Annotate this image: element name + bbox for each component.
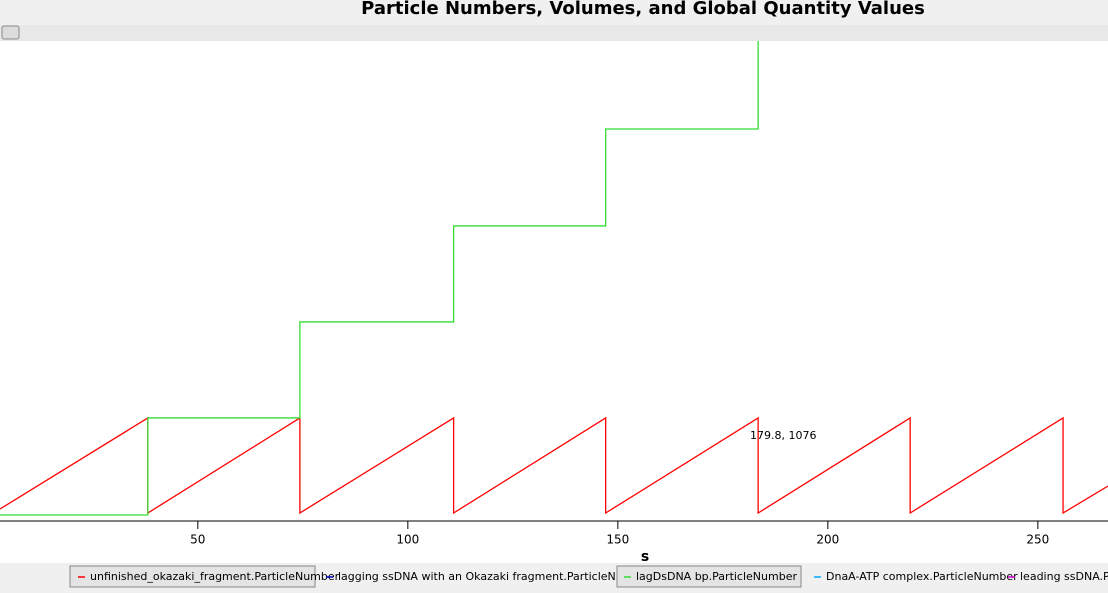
x-tick-label: 100 bbox=[396, 533, 419, 547]
data-line bbox=[0, 416, 1108, 515]
x-tick-label: 250 bbox=[1026, 533, 1049, 547]
legend-item-frame bbox=[69, 565, 316, 588]
annotation: 179.8, 1076 bbox=[750, 429, 816, 442]
legend-label: DnaA-ATP complex.ParticleNumber bbox=[826, 570, 1018, 583]
legend-label: unfinished_okazaki_fragment.ParticleNumb… bbox=[90, 570, 340, 583]
legend-label: lagging ssDNA with an Okazaki fragment.P… bbox=[338, 570, 652, 583]
plot bbox=[0, 41, 1108, 516]
x-tick-label: 50 bbox=[190, 533, 205, 547]
toolbar bbox=[0, 25, 1108, 41]
chart-title: Particle Numbers, Volumes, and Global Qu… bbox=[361, 0, 925, 19]
plot-area bbox=[0, 41, 1108, 563]
legend-label: leading ssDNA.Par bbox=[1020, 570, 1108, 583]
data-line bbox=[0, 41, 759, 516]
x-tick-label: 200 bbox=[816, 533, 839, 547]
legend: unfinished_okazaki_fragment.ParticleNumb… bbox=[69, 565, 1108, 588]
x-tick-label: 150 bbox=[606, 533, 629, 547]
legend-item-frame bbox=[616, 565, 802, 588]
toggle-button[interactable] bbox=[1, 25, 20, 40]
x-axis-label: s bbox=[641, 549, 649, 565]
legend-label: lagDsDNA bp.ParticleNumber bbox=[636, 570, 797, 583]
